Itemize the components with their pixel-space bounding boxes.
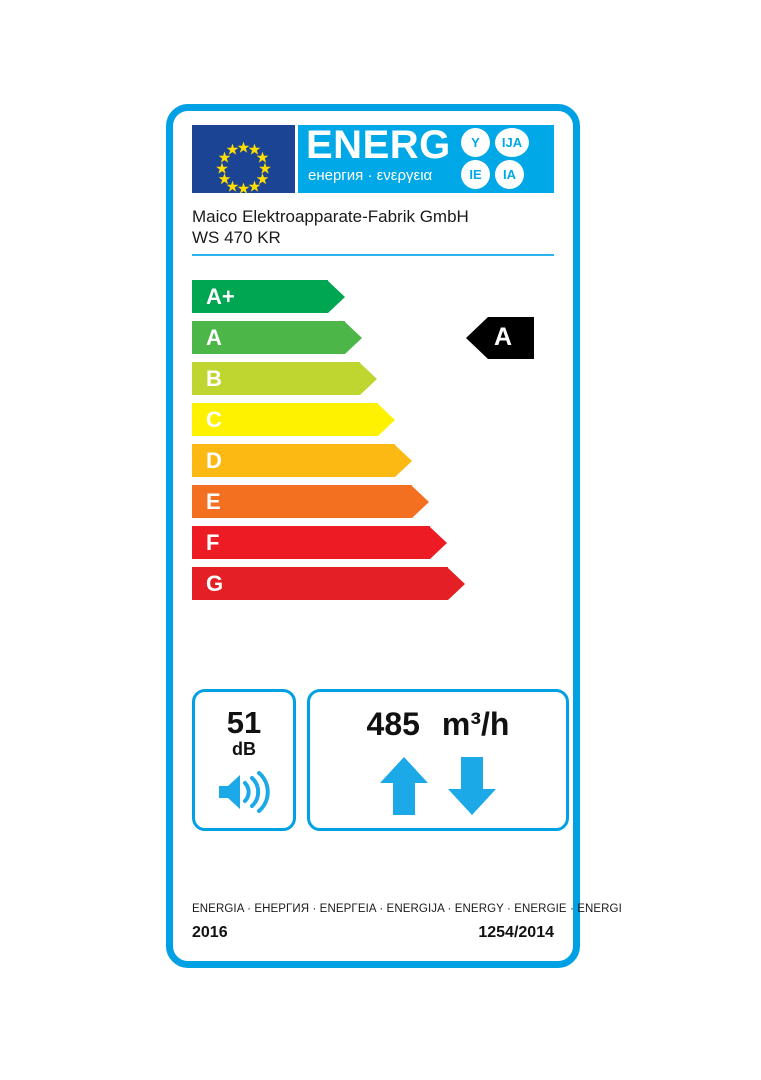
- airflow-unit: m³/h: [441, 706, 510, 742]
- grade-row-c: C: [192, 403, 395, 436]
- header-divider: [192, 254, 554, 256]
- rating-letter: A: [494, 323, 513, 351]
- grade-letter: D: [206, 447, 222, 473]
- grade-letter: C: [206, 406, 222, 432]
- grade-arrow-tip: [328, 280, 345, 313]
- grade-row-a: A: [192, 321, 362, 354]
- grade-arrow-tip: [430, 526, 447, 559]
- grade-arrow-tip: [448, 567, 465, 600]
- grade-letter: E: [206, 488, 221, 514]
- grade-letter: B: [206, 365, 222, 391]
- grade-arrow: E: [192, 485, 429, 518]
- grade-arrow-tip: [412, 485, 429, 518]
- airflow-box: 485 m³/h: [307, 689, 569, 831]
- lang-circle-ia: IA: [495, 160, 524, 189]
- energ-wordmark-block: ENERG енергия · ενεργεια Y IJA IE IA: [298, 125, 554, 193]
- label-footer: ENERGIA · ЕНЕРГИЯ · ΕΝΕΡΓΕΙΑ · ENERGIJA …: [192, 903, 622, 942]
- noise-unit: dB: [232, 739, 256, 759]
- grade-row-g: G: [192, 567, 465, 600]
- grade-arrow: A: [192, 321, 362, 354]
- grade-row-d: D: [192, 444, 412, 477]
- label-header: ENERG енергия · ενεργεια Y IJA IE IA: [192, 125, 554, 193]
- grade-arrow: G: [192, 567, 465, 600]
- noise-value: 51: [226, 705, 262, 740]
- rating-pointer: A: [466, 316, 535, 359]
- arrow-down-icon: [448, 757, 496, 815]
- grade-row-b: B: [192, 362, 377, 395]
- grade-arrow: D: [192, 444, 412, 477]
- grade-letter: G: [206, 570, 224, 596]
- arrow-up-icon: [380, 757, 428, 815]
- energy-label-frame: ENERG енергия · ενεργεια Y IJA IE IA Mai…: [166, 104, 622, 968]
- noise-box: 51 dB: [192, 689, 296, 831]
- regulation-number: 1254/2014: [478, 924, 554, 941]
- airflow-value: 485: [366, 706, 420, 742]
- energ-wordmark: ENERG: [306, 125, 451, 167]
- airflow-readout: 485 m³/h: [310, 706, 566, 742]
- grade-arrow: F: [192, 526, 447, 559]
- energy-class-scale: A+ A B C D E F G A: [192, 280, 554, 610]
- grade-letter: A: [206, 324, 222, 350]
- grade-row-e: E: [192, 485, 429, 518]
- lang-circle-y: Y: [461, 128, 490, 157]
- grade-row-aplus: A+: [192, 280, 345, 313]
- grade-arrow-tip: [378, 403, 395, 436]
- grade-arrow-tip: [345, 321, 362, 354]
- label-year: 2016: [192, 924, 228, 941]
- lang-circle-ija: IJA: [495, 128, 529, 157]
- speaker-icon: [195, 770, 293, 814]
- energ-subtitle: енергия · ενεργεια: [308, 167, 433, 184]
- grade-arrow-tip: [360, 362, 377, 395]
- rating-pointer-tip: [466, 316, 488, 359]
- grade-letter: F: [206, 529, 220, 555]
- grade-arrow: C: [192, 403, 395, 436]
- lang-circle-ie: IE: [461, 160, 490, 189]
- grade-row-f: F: [192, 526, 447, 559]
- grade-arrow-tip: [395, 444, 412, 477]
- eu-flag-icon: [192, 125, 295, 193]
- language-circles: Y IJA IE IA: [457, 128, 549, 190]
- grade-letter: A+: [206, 283, 235, 309]
- info-boxes: 51 dB 485 m³/h: [192, 689, 569, 831]
- airflow-icons: [310, 755, 566, 817]
- footer-languages: ENERGIA · ЕНЕРГИЯ · ΕΝΕΡΓΕΙΑ · ENERGIJA …: [192, 903, 622, 915]
- grade-arrow: A+: [192, 280, 345, 313]
- grade-arrow: B: [192, 362, 377, 395]
- rating-pointer-body: A: [488, 316, 535, 359]
- model-identifier: WS 470 KR: [192, 228, 281, 247]
- supplier-name: Maico Elektroapparate-Fabrik GmbH: [192, 207, 469, 226]
